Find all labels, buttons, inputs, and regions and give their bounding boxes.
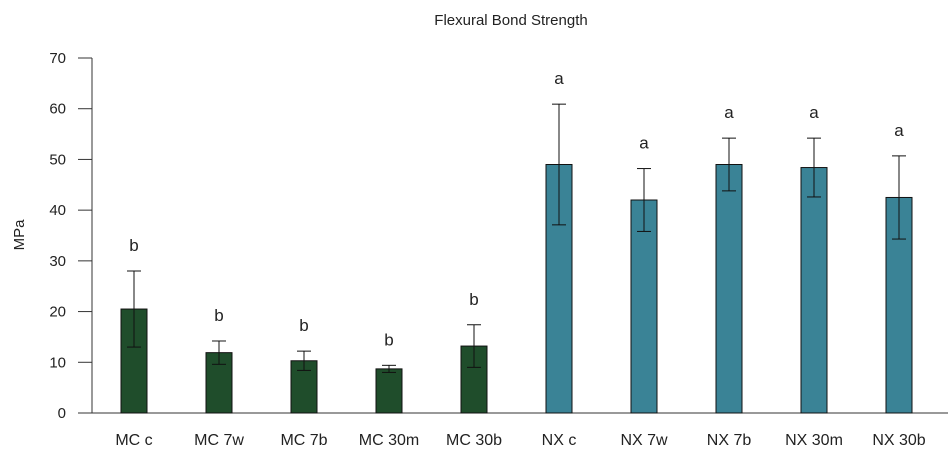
x-category-label: NX 7w — [620, 432, 668, 449]
bar-group: a NX 30m — [785, 103, 843, 449]
bar-group: a NX 7b — [707, 103, 752, 449]
bar-group: b MC 7w — [194, 306, 244, 449]
x-category-label: NX 7b — [707, 432, 752, 449]
significance-label: b — [384, 330, 393, 349]
bar-group: b MC 30b — [446, 290, 502, 449]
significance-label: a — [554, 69, 564, 88]
x-category-label: MC 30m — [359, 432, 419, 449]
y-tick-label: 70 — [49, 50, 66, 67]
bar-group: b MC c — [115, 236, 152, 449]
y-tick-label: 40 — [49, 202, 66, 219]
bars-group: b MC c b MC 7w b MC 7b b MC 30m b MC 30b a NX c a NX … — [115, 69, 925, 449]
significance-label: a — [724, 103, 734, 122]
bar — [630, 199, 658, 414]
x-category-label: NX 30b — [872, 432, 925, 449]
y-tick-label: 20 — [49, 304, 66, 321]
y-tick-label: 10 — [49, 354, 66, 371]
x-category-label: MC c — [115, 432, 152, 449]
bar-group: b MC 30m — [359, 330, 419, 449]
y-tick-label: 0 — [58, 405, 66, 422]
bar-group: b MC 7b — [280, 316, 327, 449]
significance-label: b — [214, 306, 223, 325]
bar-group: a NX 30b — [872, 121, 925, 449]
x-category-label: MC 30b — [446, 432, 502, 449]
x-category-label: MC 7b — [280, 432, 327, 449]
bar — [800, 167, 828, 414]
significance-label: a — [894, 121, 904, 140]
significance-label: a — [639, 134, 649, 153]
y-tick-label: 30 — [49, 253, 66, 270]
bar — [375, 368, 403, 414]
x-category-label: NX c — [542, 432, 577, 449]
bar-group: a NX 7w — [620, 134, 668, 449]
x-category-label: NX 30m — [785, 432, 843, 449]
significance-label: b — [129, 236, 138, 255]
chart-title: Flexural Bond Strength — [434, 12, 587, 29]
y-axis-title: MPa — [11, 219, 28, 251]
y-tick-label: 60 — [49, 101, 66, 118]
bar — [205, 352, 233, 414]
y-tick-label: 50 — [49, 151, 66, 168]
significance-label: b — [469, 290, 478, 309]
significance-label: a — [809, 103, 819, 122]
bar — [715, 164, 743, 414]
bar-group: a NX c — [542, 69, 577, 449]
x-category-label: MC 7w — [194, 432, 244, 449]
y-axis: 0 10 20 30 40 50 60 70 — [49, 50, 93, 422]
bar — [290, 360, 318, 414]
significance-label: b — [299, 316, 308, 335]
